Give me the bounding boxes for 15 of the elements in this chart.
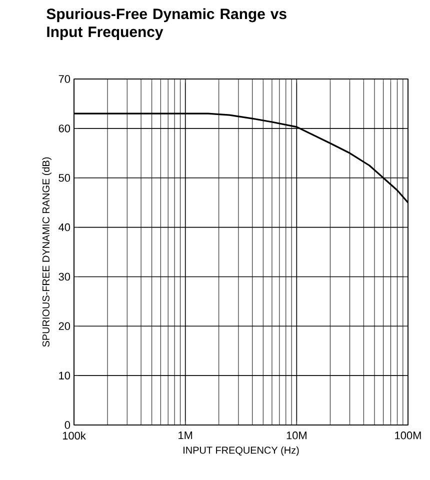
x-axis-title: INPUT FREQUENCY (Hz) — [184, 446, 299, 456]
y-tick-label: 60 — [58, 124, 70, 132]
x-tick-label: 100k — [62, 432, 86, 440]
x-tick-label: 100M — [395, 432, 421, 440]
y-tick-label: 50 — [58, 174, 70, 182]
chart-title: Spurious-Free Dynamic Range vs Input Frequency — [46, 8, 286, 40]
x-tick-label: 10M — [286, 432, 306, 440]
y-tick-label: 20 — [58, 322, 70, 330]
y-axis-title: SPURIOUS-FREE DYNAMIC RANGE (dB) — [42, 157, 52, 347]
x-tick-label: 1M — [178, 432, 192, 440]
y-tick-label: 70 — [58, 75, 70, 83]
y-tick-label: 40 — [58, 223, 70, 232]
y-tick-label: 30 — [58, 272, 70, 281]
y-tick-label: 0 — [64, 421, 70, 429]
y-tick-label: 10 — [59, 372, 70, 380]
